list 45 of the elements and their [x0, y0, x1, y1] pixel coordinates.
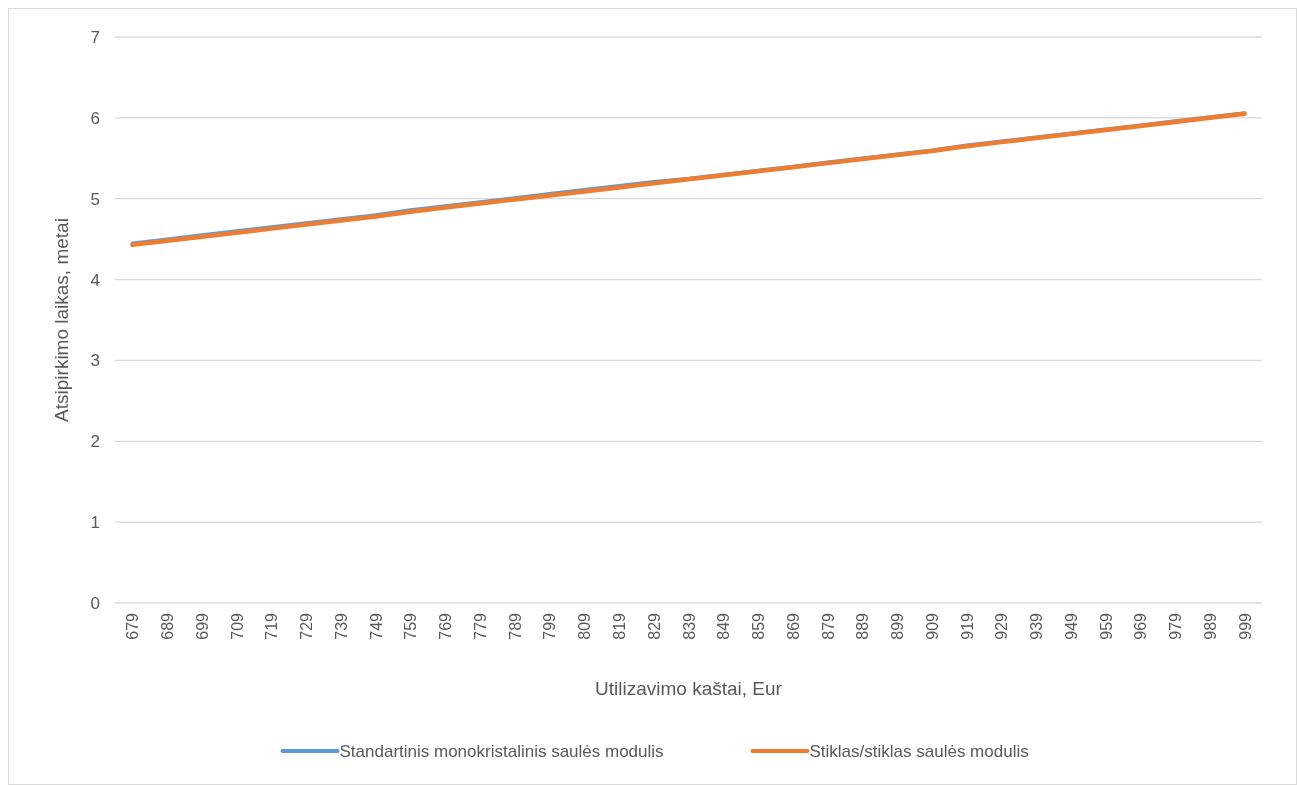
x-tick-label: 739 [332, 612, 350, 640]
x-tick-label: 709 [228, 612, 246, 640]
x-tick-label: 699 [193, 612, 211, 640]
x-tick-label: 749 [367, 612, 385, 640]
x-tick-label: 899 [889, 612, 907, 640]
x-tick-label: 839 [680, 612, 698, 640]
x-tick-label: 829 [645, 612, 663, 640]
x-tick-label: 889 [854, 612, 872, 640]
x-tick-label: 819 [610, 612, 628, 640]
x-tick-label: 679 [124, 612, 142, 640]
x-tick-label: 929 [993, 612, 1011, 640]
x-tick-label: 949 [1062, 612, 1080, 640]
x-tick-label: 869 [784, 612, 802, 640]
x-tick-label: 969 [1132, 612, 1150, 640]
x-tick-label: 789 [506, 612, 524, 640]
x-tick-label: 759 [402, 612, 420, 640]
y-tick-label: 6 [90, 108, 100, 128]
x-tick-label: 989 [1201, 612, 1219, 640]
x-tick-label: 919 [958, 612, 976, 640]
y-tick-label: 1 [90, 513, 100, 533]
y-axis-title: Atsipirkimo laikas, metai [51, 218, 72, 422]
x-tick-label: 979 [1167, 612, 1185, 640]
y-tick-label: 0 [90, 593, 100, 613]
x-tick-label: 859 [750, 612, 768, 640]
x-tick-label: 769 [437, 612, 455, 640]
y-tick-label: 4 [90, 270, 100, 290]
x-tick-label: 849 [715, 612, 733, 640]
x-tick-label: 719 [263, 612, 281, 640]
x-axis-title: Utilizavimo kaštai, Eur [595, 678, 783, 699]
x-tick-label: 999 [1236, 612, 1254, 640]
y-tick-label: 3 [90, 351, 100, 371]
x-tick-label: 909 [923, 612, 941, 640]
x-tick-label: 729 [298, 612, 316, 640]
legend-label: Stiklas/stiklas saulės modulis [809, 741, 1029, 761]
x-tick-label: 779 [471, 612, 489, 640]
y-tick-label: 5 [90, 189, 100, 209]
x-tick-label: 879 [819, 612, 837, 640]
x-tick-label: 799 [541, 612, 559, 640]
y-tick-label: 7 [90, 27, 100, 47]
x-tick-label: 809 [576, 612, 594, 640]
y-tick-label: 2 [90, 432, 100, 452]
x-tick-label: 959 [1097, 612, 1115, 640]
x-tick-label: 689 [159, 612, 177, 640]
x-tick-label: 939 [1028, 612, 1046, 640]
legend-label: Standartinis monokristalinis saulės modulis [339, 741, 664, 761]
